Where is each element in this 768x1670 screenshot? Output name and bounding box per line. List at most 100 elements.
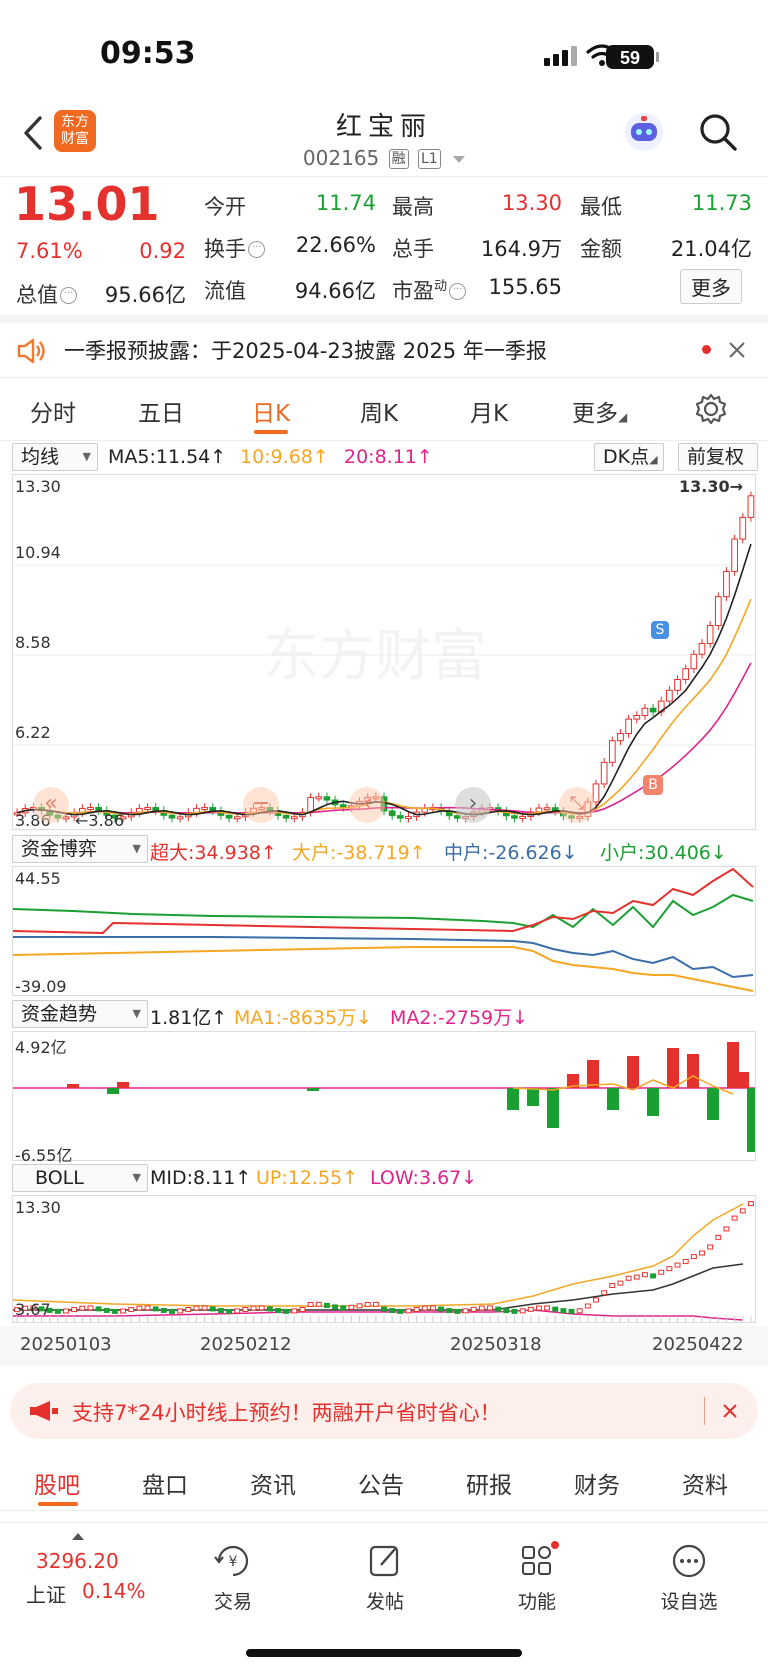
- ma-selector[interactable]: 均线 ▼: [12, 443, 98, 471]
- tab-news[interactable]: 资讯: [250, 1473, 296, 1499]
- boll-candle: [682, 1258, 689, 1264]
- fund-trend-chart[interactable]: 4.92亿 -6.55亿: [12, 1031, 756, 1165]
- search-icon[interactable]: [698, 112, 738, 152]
- promo-banner[interactable]: 支持7*24小时线上预约！两融开户省时省心！: [10, 1383, 758, 1439]
- status-time: 09:53: [100, 36, 196, 71]
- nav-functions[interactable]: 功能: [492, 1541, 582, 1614]
- boll-candle: [152, 1306, 159, 1312]
- info-icon[interactable]: ···: [449, 283, 467, 300]
- watermark: 东方财富: [263, 624, 487, 689]
- candle-body: [747, 495, 755, 518]
- change-percent: 7.61%: [16, 239, 83, 263]
- tab-finance[interactable]: 财务: [574, 1473, 620, 1499]
- close-icon[interactable]: [728, 341, 746, 359]
- boll-candle: [87, 1305, 94, 1311]
- scroll-left-icon[interactable]: ‹: [349, 787, 385, 823]
- boll-candle: [568, 1308, 575, 1314]
- boll-mid: MID:8.11↑: [150, 1167, 252, 1189]
- boll-row: BOLL ▼ MID:8.11↑ UP:12.55↑ LOW:3.67↓: [0, 1164, 768, 1194]
- fund-game-selector[interactable]: 资金博弈 ▼: [12, 835, 148, 863]
- tab-research[interactable]: 研报: [466, 1473, 512, 1499]
- boll-chart[interactable]: 13.30 3.67: [12, 1195, 756, 1323]
- boll-candle: [372, 1301, 379, 1307]
- active-tab-indicator: [38, 1502, 78, 1506]
- y-label-4: 6.22: [15, 723, 51, 742]
- sell-signal-badge[interactable]: S: [651, 621, 669, 639]
- boll-candle: [234, 1308, 241, 1314]
- tab-intraday[interactable]: 分时: [30, 401, 76, 427]
- y-label-3: 8.58: [15, 633, 51, 652]
- boll-candle: [299, 1306, 306, 1312]
- megaphone-icon: [30, 1401, 58, 1421]
- info-icon[interactable]: ···: [248, 241, 265, 258]
- boll-candle: [332, 1304, 339, 1310]
- boll-candle: [63, 1308, 69, 1314]
- tab-five-day[interactable]: 五日: [138, 401, 184, 427]
- boll-candle: [650, 1273, 657, 1279]
- scroll-right-icon[interactable]: ›: [455, 787, 491, 823]
- tab-profile[interactable]: 资料: [682, 1473, 728, 1499]
- mktcap-label: 总值 ···: [16, 279, 77, 309]
- candle-body: [152, 807, 160, 812]
- settings-gear-icon[interactable]: [694, 392, 728, 426]
- fund-trend-selector[interactable]: 资金趋势 ▼: [12, 1000, 148, 1028]
- apps-icon: [522, 1541, 559, 1575]
- zoom-out-icon[interactable]: −: [243, 787, 279, 823]
- amount-label: 金额: [580, 237, 622, 261]
- boll-candle: [275, 1308, 281, 1314]
- info-icon[interactable]: ···: [60, 287, 77, 304]
- add-watchlist-icon: [672, 1544, 706, 1578]
- nav-post[interactable]: 发帖: [340, 1541, 430, 1614]
- trend-bar: [67, 1084, 79, 1088]
- fullscreen-icon[interactable]: ⤡: [559, 787, 595, 823]
- ma-indicator-row: 均线 ▼ MA5:11.54↑ 10:9.68↑ 20:8.11↑ DK点◢ 前复…: [0, 443, 768, 473]
- index-name: 上证: [26, 1583, 66, 1607]
- notice-bar[interactable]: 一季报预披露：于2025-04-23披露 2025 年一季报: [0, 323, 768, 378]
- boll-candle: [715, 1234, 722, 1240]
- candle-body: [682, 668, 690, 680]
- boll-candle: [79, 1305, 86, 1311]
- tab-forum[interactable]: 股吧: [34, 1473, 80, 1499]
- active-tab-indicator: [254, 430, 288, 434]
- tab-daily-k[interactable]: 日K: [252, 401, 291, 427]
- trend-bar: [507, 1088, 519, 1110]
- boll-candle: [454, 1308, 461, 1314]
- candle-body: [87, 807, 94, 811]
- tab-more[interactable]: 更多◢: [572, 401, 628, 427]
- bottom-nav: 3296.20 上证 0.14% ¥ 交易 发帖 功能 设: [0, 1522, 768, 1670]
- fund-game-chart[interactable]: 44.55 -39.09: [12, 866, 756, 996]
- adjust-button[interactable]: 前复权: [678, 443, 758, 471]
- tab-order-book[interactable]: 盘口: [142, 1473, 188, 1499]
- x-axis-dates: 20250103 20250212 20250318 20250422: [0, 1326, 768, 1366]
- boll-up: UP:12.55↑: [256, 1167, 359, 1189]
- nav-add-watchlist[interactable]: 设自选: [644, 1541, 734, 1614]
- robot-avatar-icon[interactable]: [622, 110, 666, 154]
- candlestick-chart[interactable]: 东方财富 13.30 10.94 8.58 6.22 3.86 13.30→ ←…: [12, 474, 756, 830]
- boll-candle: [576, 1308, 583, 1314]
- tab-announcements[interactable]: 公告: [358, 1473, 404, 1499]
- boll-candle: [364, 1301, 371, 1307]
- more-button[interactable]: 更多: [680, 269, 742, 304]
- close-icon[interactable]: [722, 1403, 738, 1419]
- tab-weekly-k[interactable]: 周K: [360, 401, 399, 427]
- candle-body: [233, 816, 241, 820]
- boll-candle: [487, 1305, 493, 1311]
- boll-svg: [13, 1201, 754, 1322]
- trend-bar: [307, 1088, 319, 1091]
- fund-game-svg: [13, 867, 754, 992]
- boll-candle: [593, 1297, 599, 1303]
- boll-selector[interactable]: BOLL ▼: [12, 1164, 148, 1192]
- dk-point-button[interactable]: DK点◢: [594, 443, 664, 471]
- stock-code-row[interactable]: 002165 融 L1: [0, 146, 768, 170]
- trend-bar: [737, 1072, 749, 1088]
- jump-start-icon[interactable]: «: [33, 787, 69, 823]
- buy-signal-badge[interactable]: B: [643, 775, 663, 795]
- trend-bar: [117, 1082, 129, 1088]
- tab-monthly-k[interactable]: 月K: [470, 401, 509, 427]
- chevron-left-icon[interactable]: [20, 114, 46, 152]
- nav-trade[interactable]: ¥ 交易: [188, 1541, 278, 1614]
- boll-candle: [193, 1305, 200, 1311]
- candle-body: [323, 796, 331, 801]
- candle-body: [13, 812, 21, 816]
- boll-y-bottom: 3.67: [15, 1300, 51, 1319]
